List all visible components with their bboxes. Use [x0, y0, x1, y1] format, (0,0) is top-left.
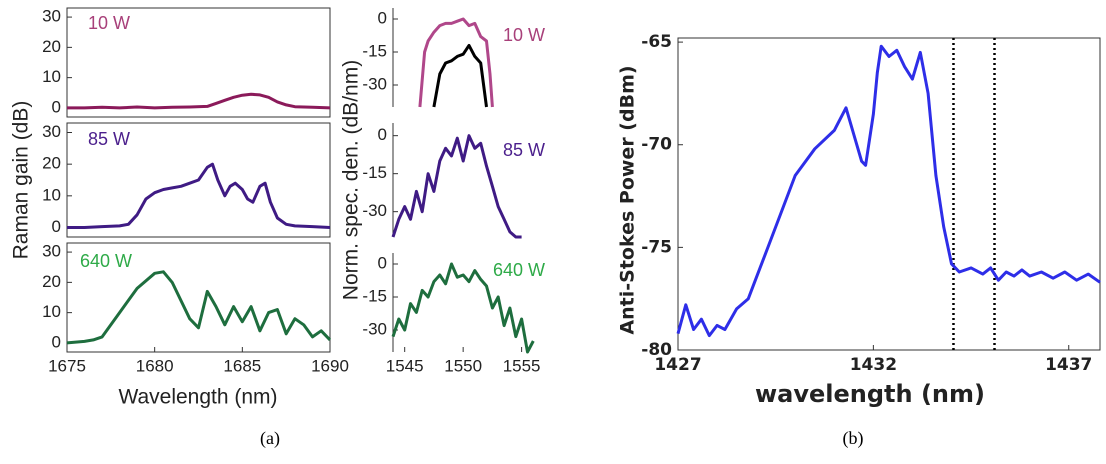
x-tick-label: 1427: [654, 355, 701, 375]
plot-frame: [66, 242, 331, 353]
y-tick-label: 0: [378, 253, 387, 272]
y-tick-label: -15: [362, 41, 387, 60]
y-tick-label: 20: [42, 154, 61, 173]
data-line: [391, 134, 522, 239]
x-tick-label: 1432: [850, 355, 897, 375]
plot-frame: [66, 122, 331, 238]
x-tick-label: 1555: [503, 356, 541, 375]
plot-frame: [66, 7, 331, 118]
data-line: [67, 92, 331, 110]
y-axis-label: Norm. spec. den. (dB/nm): [340, 60, 363, 300]
data-line: [391, 262, 535, 354]
data-line: [418, 17, 494, 108]
caption: (b): [843, 428, 864, 449]
x-tick-label: 1690: [311, 356, 349, 375]
data-line: [66, 270, 332, 345]
y-tick-label: -15: [362, 163, 387, 182]
plot-frame: [677, 37, 1101, 351]
y-tick-label: -70: [641, 135, 672, 155]
data-line: [67, 162, 331, 229]
y-tick-label: 20: [42, 272, 61, 291]
data-line: [676, 44, 1101, 338]
y-tick-label: 30: [42, 242, 61, 261]
power-label: 640 W: [80, 251, 132, 271]
y-tick-label: 0: [52, 332, 61, 351]
power-label: 85 W: [503, 140, 545, 160]
x-tick-label: 1550: [444, 356, 482, 375]
power-label: 85 W: [88, 129, 130, 149]
y-axis-label: Raman gain (dB): [10, 101, 33, 260]
x-axis-label: Wavelength (nm): [118, 386, 277, 409]
y-tick-label: 0: [52, 97, 61, 116]
y-tick-label: 10: [42, 67, 61, 86]
y-tick-label: -65: [641, 32, 672, 52]
y-tick-label: -15: [362, 286, 387, 305]
y-tick-label: 10: [42, 302, 61, 321]
y-tick-label: -75: [641, 237, 672, 257]
y-tick-label: 20: [42, 37, 61, 56]
y-tick-label: 30: [42, 7, 61, 26]
x-tick-label: 1680: [136, 356, 174, 375]
y-axis-label: Anti-Stokes Power (dBm): [617, 65, 639, 334]
y-tick-label: 30: [42, 122, 61, 141]
y-tick-label: 0: [52, 217, 61, 236]
x-axis-label: wavelength (nm): [755, 380, 985, 408]
caption: (a): [260, 428, 280, 449]
x-tick-label: 1437: [1045, 355, 1092, 375]
power-label: 10 W: [88, 13, 130, 33]
y-tick-label: 10: [42, 185, 61, 204]
y-tick-label: 0: [378, 125, 387, 144]
y-tick-label: 0: [378, 8, 387, 27]
x-tick-label: 1545: [386, 356, 424, 375]
power-label: 640 W: [493, 260, 545, 280]
y-tick-label: -30: [362, 74, 387, 93]
x-tick-label: 1685: [223, 356, 261, 375]
x-tick-label: 1675: [48, 356, 86, 375]
y-tick-label: -30: [362, 319, 387, 338]
y-tick-label: -30: [362, 201, 387, 220]
y-tick-label: -80: [641, 340, 672, 360]
power-label: 10 W: [503, 25, 545, 45]
data-line: [432, 43, 488, 108]
